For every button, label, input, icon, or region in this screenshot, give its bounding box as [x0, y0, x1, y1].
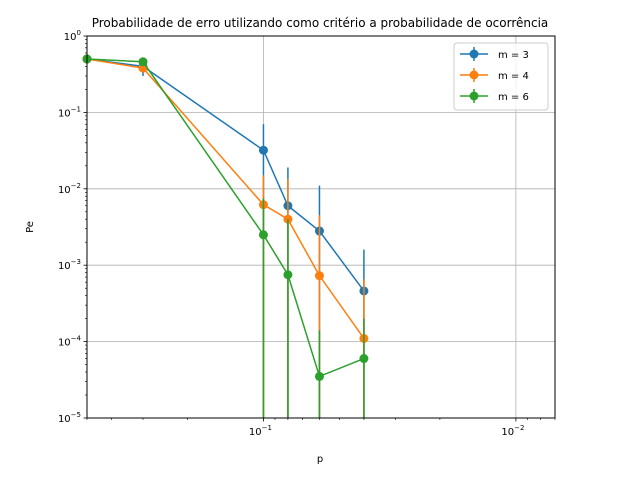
legend-label: m = 6	[498, 92, 529, 103]
x-tick-label: 10−2	[501, 424, 524, 438]
legend-item: m = 3	[460, 47, 529, 61]
series-line	[86, 58, 365, 292]
y-tick-label: 10−4	[58, 335, 82, 349]
data-point	[138, 57, 148, 67]
y-tick-label: 10−3	[58, 258, 81, 272]
plot-frame	[86, 35, 556, 419]
series-1	[82, 54, 369, 418]
y-tick-label: 10−1	[58, 105, 81, 119]
data-point	[359, 354, 369, 364]
legend-label: m = 4	[498, 71, 529, 82]
legend-item: m = 6	[460, 89, 529, 103]
data-point	[258, 230, 268, 240]
y-tick-label: 10−5	[58, 411, 81, 425]
series-line	[86, 58, 365, 339]
plot-series	[82, 54, 369, 418]
legend-marker	[469, 49, 479, 59]
x-tick-label: 10−1	[249, 424, 272, 438]
chart-title: Probabilidade de erro utilizando como cr…	[92, 16, 549, 30]
data-point	[314, 271, 324, 281]
x-axis-label: p	[317, 454, 323, 465]
data-point	[283, 270, 293, 280]
legend-item: m = 4	[460, 68, 529, 82]
legend-marker	[469, 70, 479, 80]
y-tick-label: 100	[64, 29, 81, 43]
axis-ticks: 10−1 10−2 100 10−1 10−2 10−3 10−4 10−5	[58, 29, 556, 438]
series-2	[82, 54, 369, 418]
series-line	[86, 58, 365, 378]
data-point	[258, 145, 268, 155]
legend-label: m = 3	[498, 50, 529, 61]
series-3	[82, 54, 369, 418]
y-tick-label: 10−2	[58, 182, 81, 196]
legend: m = 3 m = 4 m = 6	[453, 42, 549, 111]
y-axis-label: Pe	[25, 221, 36, 233]
data-point	[314, 371, 324, 381]
legend-marker	[469, 91, 479, 101]
